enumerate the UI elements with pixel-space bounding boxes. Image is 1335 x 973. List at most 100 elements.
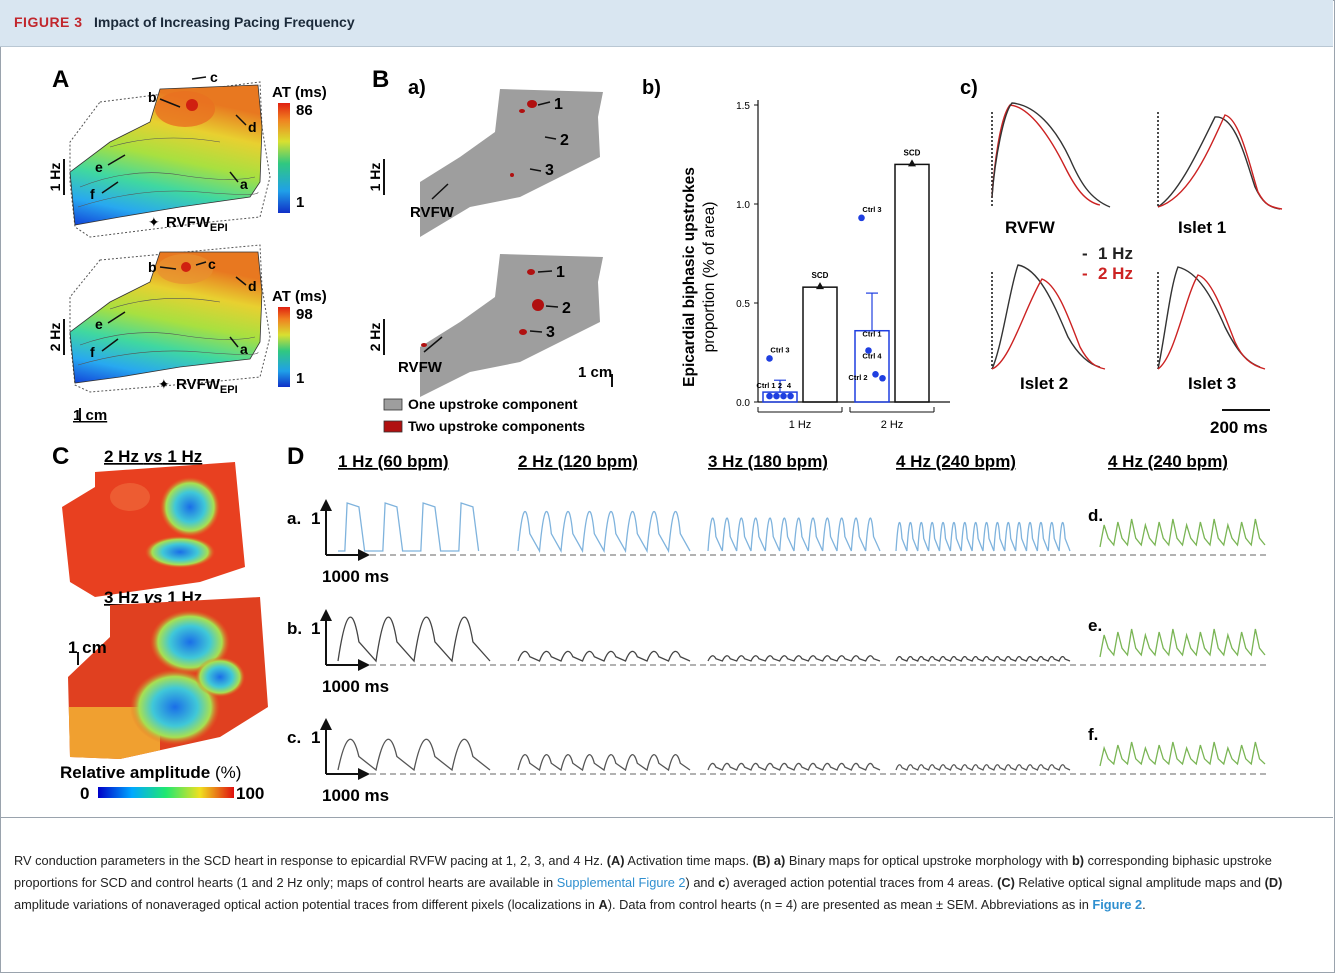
site-label-a2: RVFWEPI [176,376,238,396]
legend-title-a1: AT (ms) [272,84,327,101]
site-label-b1: RVFW [410,204,455,221]
panel-a-letter: A [52,66,69,93]
ctrl-point [858,214,865,222]
trace-label-islet3: Islet 3 [1188,374,1236,393]
svg-text:2: 2 [560,132,569,149]
trace-y-arrow [320,718,332,730]
trace-row-right-label: e. [1088,616,1102,635]
trace-label-rvfw: RVFW [1005,218,1056,237]
svg-text:-: - [1082,244,1088,263]
trace-row-label: a. [287,509,301,528]
optical-trace [517,510,691,554]
scd-bar [802,286,838,403]
trace-y-axis-label: 1 [311,509,320,528]
panel-bb-label: b) [642,77,661,99]
ctrl-point-label: Ctrl 3 [862,205,881,214]
trace-row-right-label: d. [1088,506,1103,525]
trace-label-islet1: Islet 1 [1178,218,1226,237]
svg-text:b: b [148,89,157,105]
svg-text:4 Hz (240 bpm): 4 Hz (240 bpm) [1108,452,1228,471]
figure-header: FIGURE 3 Impact of Increasing Pacing Fre… [0,0,1333,47]
figure-body: A 1 Hz b c d a e f ✦ RVFWEPI AT (ms) 86 … [47,66,1283,805]
ctrl-point-label: 4 [787,381,792,390]
trace-y-axis-label: 1 [311,619,320,638]
ap-trace-rvfw [991,102,1111,208]
ctrl-point-label: Ctrl 2 [848,373,867,382]
ap-trace-islet1 [1157,112,1283,210]
optical-trace [895,522,1071,552]
amplitude-map-2hz [62,462,245,597]
scd-label: SCD [904,148,921,157]
trace-row-right-label: f. [1088,725,1098,744]
colorbar-max-a1: 86 [296,102,313,119]
svg-text:1 Hz: 1 Hz [1098,244,1133,263]
ctrl-point [773,392,780,400]
y-tick-label: 0.0 [736,398,750,409]
svg-text:2 Hz (120 bpm): 2 Hz (120 bpm) [518,452,638,471]
colorbar-min-c: 0 [80,784,89,803]
ctrl-point-label: 2 [778,381,782,390]
amplitude-colorbar [98,787,234,798]
chart-ylabel-1: Epicardial biphasic upstrokes [681,167,698,387]
svg-text:One upstroke component: One upstroke component [408,396,578,412]
optical-trace [517,650,691,662]
trace-y-arrow [320,609,332,621]
colorbar-title-c: Relative amplitude (%) [60,763,241,782]
svg-text:e: e [95,316,103,332]
binary-map-2hz [420,254,603,397]
freq-label-b2: 2 Hz [367,323,383,352]
trace-row-label: c. [287,728,301,747]
ctrl-bar [854,329,890,403]
supplemental-figure-link[interactable]: Supplemental Figure 2 [556,875,686,890]
panel-d-letter: D [287,443,304,470]
colorbar-a2 [278,307,290,387]
ctrl-point-label: Ctrl 1 [756,381,775,390]
y-tick-label: 1.5 [736,101,750,112]
caption-separator [0,817,1333,818]
svg-text:f: f [90,344,95,360]
ctrl-point [780,392,787,400]
optical-ap-traces: a. 1 1000 ms d. b. 1 1000 ms e. c. 1 1000 ms f. [287,499,1270,805]
scale-bar-b: 1 cm [578,364,612,381]
optical-trace [517,754,691,772]
time-scale-label: 200 ms [1210,418,1268,437]
scale-bar-c: 1 cm [68,638,107,657]
figure-caption: RV conduction parameters in the SCD hear… [14,853,1283,912]
scd-point [908,159,916,167]
trace-row-label: b. [287,619,302,638]
activation-map-1hz [69,81,271,238]
panel-b-letter: B [372,66,389,93]
trace-time-scale: 1000 ms [322,786,389,805]
optical-trace [895,656,1071,662]
site-star-a2: ✦ [158,376,170,392]
ctrl-point [872,370,879,378]
panel-bc-label: c) [960,77,978,99]
ctrl-point [766,392,773,400]
scale-bar-a: 1 cm [73,407,107,424]
scd-bar [894,163,930,403]
colorbar-min-a1: 1 [296,194,304,211]
colorbar-max-a2: 98 [296,306,313,323]
ctrl-point-label: Ctrl 3 [770,345,789,354]
activation-map-2hz [69,244,271,393]
svg-text:3: 3 [546,324,555,341]
svg-text:4 Hz (240 bpm): 4 Hz (240 bpm) [896,452,1016,471]
optical-trace-4hz [1099,628,1266,658]
category-label: 2 Hz [881,419,904,431]
svg-text:1 Hz (60 bpm): 1 Hz (60 bpm) [338,452,449,471]
optical-trace [707,655,881,662]
map-title-c1: 2 Hz vs 1 Hz [104,447,202,466]
svg-text:d: d [248,119,257,135]
legend-title-a2: AT (ms) [272,288,327,305]
figure-2-link[interactable]: Figure 2 [1092,897,1143,912]
trace-x-arrow [358,768,370,780]
trace-y-axis-label: 1 [311,728,320,747]
binary-map-legend: One upstroke component Two upstroke comp… [383,396,585,434]
scd-point [816,282,824,290]
optical-trace [707,517,881,552]
binary-map-1hz-labels: 1 2 3 [529,96,569,179]
ctrl-point-label: Ctrl 4 [862,351,882,360]
map-points-2hz: b c d a e f [90,256,257,360]
trace-column-headers: 1 Hz (60 bpm) 2 Hz (120 bpm) 3 Hz (180 b… [338,452,1228,471]
y-tick-label: 1.0 [736,200,750,211]
